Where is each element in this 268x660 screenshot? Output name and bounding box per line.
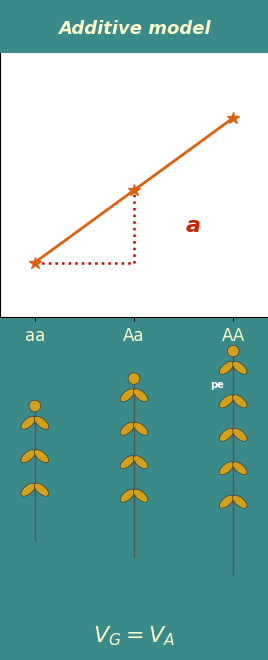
Ellipse shape [29,400,41,412]
Text: Aa: Aa [123,327,145,345]
Ellipse shape [233,462,247,475]
Text: $V_G = V_A$: $V_G = V_A$ [93,624,175,647]
Ellipse shape [120,389,135,402]
Text: a: a [186,216,201,236]
Ellipse shape [233,361,247,374]
Text: pe: pe [210,380,224,391]
Ellipse shape [233,395,247,408]
Ellipse shape [219,462,234,475]
Ellipse shape [133,455,148,469]
Ellipse shape [133,422,148,436]
Ellipse shape [233,428,247,442]
Ellipse shape [34,483,49,496]
Text: AA: AA [222,327,245,345]
Ellipse shape [219,361,234,374]
Ellipse shape [133,389,148,402]
Ellipse shape [120,455,135,469]
Ellipse shape [21,483,35,496]
Ellipse shape [227,345,239,357]
Ellipse shape [219,495,234,508]
Ellipse shape [120,489,135,502]
Text: aa: aa [25,327,45,345]
Ellipse shape [133,489,148,502]
Ellipse shape [233,495,247,508]
Ellipse shape [21,449,35,463]
Ellipse shape [34,449,49,463]
Ellipse shape [219,395,234,408]
Ellipse shape [128,373,140,384]
Ellipse shape [21,416,35,429]
Ellipse shape [219,428,234,442]
Ellipse shape [34,416,49,429]
Text: Additive model: Additive model [58,20,210,38]
Ellipse shape [120,422,135,436]
